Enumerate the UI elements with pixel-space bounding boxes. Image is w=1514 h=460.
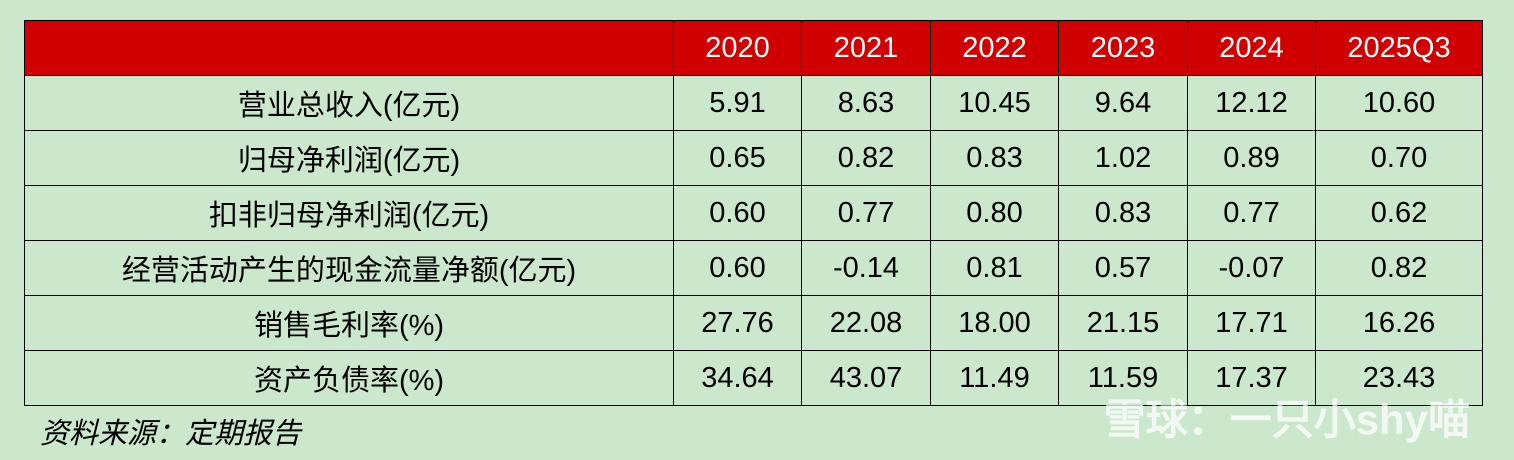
cell: 0.77 (1187, 185, 1316, 241)
cell: 17.37 (1187, 350, 1316, 406)
table-body: 营业总收入(亿元) 5.91 8.63 10.45 9.64 12.12 10.60 归母净利… (24, 75, 1483, 406)
cell: 8.63 (801, 75, 931, 131)
cell: 0.60 (673, 240, 802, 296)
row-label: 经营活动产生的现金流量净额(亿元) (24, 240, 674, 296)
cell: 5.91 (673, 75, 802, 131)
row-label: 扣非归母净利润(亿元) (24, 185, 674, 241)
table-row: 资产负债率(%) 34.64 43.07 11.49 11.59 17.37 23.43 (24, 350, 1483, 406)
cell: 0.82 (801, 130, 931, 186)
column-header: 2022 (930, 20, 1059, 76)
data-table: 2020 2021 2022 2023 2024 2025Q3 营业总收入(亿元) 5.91… (24, 20, 1483, 406)
cell: 16.26 (1315, 295, 1483, 351)
cell: 34.64 (673, 350, 802, 406)
cell: 43.07 (801, 350, 931, 406)
table-row: 经营活动产生的现金流量净额(亿元) 0.60 -0.14 0.81 0.57 -0.07 0… (24, 240, 1483, 296)
cell: 0.83 (1058, 185, 1188, 241)
table-row: 扣非归母净利润(亿元) 0.60 0.77 0.80 0.83 0.77 0.62 (24, 185, 1483, 241)
column-header: 2020 (673, 20, 802, 76)
cell: 0.82 (1315, 240, 1483, 296)
row-label: 销售毛利率(%) (24, 295, 674, 351)
cell: 23.43 (1315, 350, 1483, 406)
cell: 21.15 (1058, 295, 1188, 351)
row-label: 营业总收入(亿元) (24, 75, 674, 131)
table-row: 营业总收入(亿元) 5.91 8.63 10.45 9.64 12.12 10.60 (24, 75, 1483, 131)
cell: 11.49 (930, 350, 1059, 406)
cell: 0.70 (1315, 130, 1483, 186)
header-row: 2020 2021 2022 2023 2024 2025Q3 (24, 20, 1483, 76)
footnote: 资料来源：定期报告 (40, 418, 302, 450)
watermark: 雪球：一只小shy喵 (1103, 396, 1470, 443)
cell: 17.71 (1187, 295, 1316, 351)
column-header: 2025Q3 (1315, 20, 1483, 76)
cell: 22.08 (801, 295, 931, 351)
column-header: 2024 (1187, 20, 1316, 76)
cell: 10.45 (930, 75, 1059, 131)
table-row: 归母净利润(亿元) 0.65 0.82 0.83 1.02 0.89 0.70 (24, 130, 1483, 186)
cell: 0.81 (930, 240, 1059, 296)
cell: 9.64 (1058, 75, 1188, 131)
cell: 0.57 (1058, 240, 1188, 296)
column-header: 2021 (801, 20, 931, 76)
cell: 0.77 (801, 185, 931, 241)
cell: 0.80 (930, 185, 1059, 241)
row-label: 资产负债率(%) (24, 350, 674, 406)
cell: 11.59 (1058, 350, 1188, 406)
row-label: 归母净利润(亿元) (24, 130, 674, 186)
cell: 0.83 (930, 130, 1059, 186)
cell: 12.12 (1187, 75, 1316, 131)
cell: 18.00 (930, 295, 1059, 351)
table-row: 销售毛利率(%) 27.76 22.08 18.00 21.15 17.71 16.26 (24, 295, 1483, 351)
cell: 0.89 (1187, 130, 1316, 186)
cell: -0.14 (801, 240, 931, 296)
cell: 0.62 (1315, 185, 1483, 241)
cell: 10.60 (1315, 75, 1483, 131)
corner-cell (24, 20, 674, 76)
cell: 0.65 (673, 130, 802, 186)
column-header: 2023 (1058, 20, 1188, 76)
cell: -0.07 (1187, 240, 1316, 296)
cell: 27.76 (673, 295, 802, 351)
cell: 0.60 (673, 185, 802, 241)
cell: 1.02 (1058, 130, 1188, 186)
